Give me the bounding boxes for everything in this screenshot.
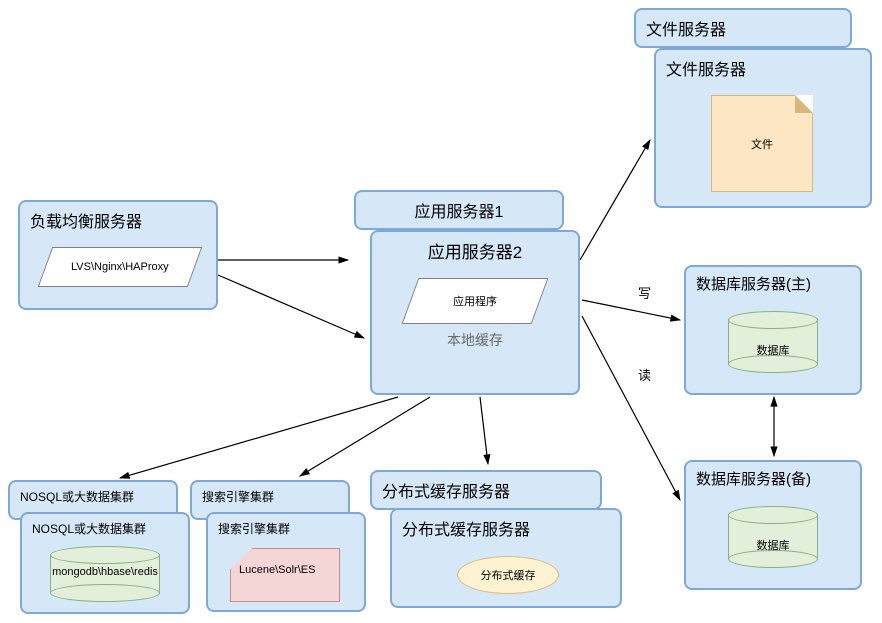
ellipse-shape: 分布式缓存 [457, 556, 559, 594]
cylinder-shape: 数据库 [728, 311, 818, 373]
edge-label: 写 [638, 286, 651, 301]
file-server-back-box-title: 文件服务器 [636, 10, 850, 42]
dist-cache-front-box: 分布式缓存服务器分布式缓存 [390, 508, 622, 608]
file-server-back-box: 文件服务器 [634, 8, 852, 48]
cylinder-shape: 数据库 [728, 506, 818, 568]
app-server-2-box-title: 应用服务器2 [372, 232, 578, 265]
load-balancer-box: 负载均衡服务器 LVS\Nginx\HAProxy [18, 200, 218, 310]
nosql-front-box-title: NOSQL或大数据集群 [22, 514, 188, 539]
file-server-front-box-title: 文件服务器 [656, 50, 870, 82]
file-note-shape: 文件 [711, 95, 813, 192]
app-server-1-box: 应用服务器1 [354, 190, 564, 230]
dist-cache-front-box-title: 分布式缓存服务器 [392, 510, 620, 542]
edge-app-search [300, 397, 430, 476]
app-server-1-box-title: 应用服务器1 [356, 192, 562, 224]
app-server-2-box: 应用服务器2 应用程序本地缓存 [370, 230, 580, 395]
dist-cache-back-box: 分布式缓存服务器 [370, 470, 602, 510]
file-server-front-box: 文件服务器文件 [654, 48, 872, 208]
pentagon-shape: Lucene\Solr\ES [230, 548, 340, 602]
edge-label: 读 [638, 368, 651, 383]
search-back-box-title: 搜索引擎集群 [192, 482, 348, 507]
edge-app-nosql [120, 397, 398, 478]
dist-cache-back-box-title: 分布式缓存服务器 [372, 472, 600, 504]
load-balancer-box-title: 负载均衡服务器 [20, 202, 216, 234]
db-backup-box-title: 数据库服务器(备) [686, 462, 860, 491]
edge-lb-app_low [218, 275, 364, 338]
db-main-box: 数据库服务器(主) 数据库 [684, 265, 862, 395]
local-cache-label: 本地缓存 [372, 330, 578, 350]
parallelogram-shape: 应用程序 [402, 278, 549, 324]
nosql-front-box: NOSQL或大数据集群 mongodb\hbase\redis [20, 512, 190, 614]
db-main-box-title: 数据库服务器(主) [686, 267, 860, 296]
edge-app-dbmain [582, 300, 680, 320]
db-backup-box: 数据库服务器(备) 数据库 [684, 460, 862, 590]
search-front-box: 搜索引擎集群 Lucene\Solr\ES [206, 512, 366, 612]
nosql-back-box-title: NOSQL或大数据集群 [10, 482, 176, 507]
search-front-box-title: 搜索引擎集群 [208, 514, 364, 539]
edge-app-file [580, 140, 650, 260]
cylinder-shape: mongodb\hbase\redis [50, 546, 160, 602]
edge-app-dcache [480, 397, 488, 464]
parallelogram-shape: LVS\Nginx\HAProxy [38, 247, 203, 287]
